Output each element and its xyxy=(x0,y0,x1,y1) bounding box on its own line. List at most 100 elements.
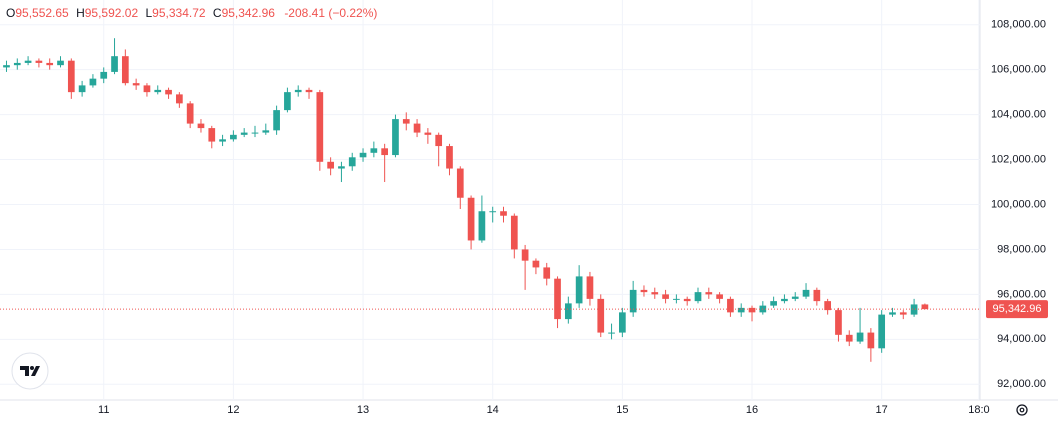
y-tick-label: 102,000.00 xyxy=(991,153,1046,165)
candle-body xyxy=(176,94,183,104)
candle-body xyxy=(835,310,842,335)
x-tick-label: 14 xyxy=(487,404,499,416)
candles xyxy=(3,38,929,362)
candle-body xyxy=(867,332,875,349)
candle-body xyxy=(392,119,399,156)
y-tick-label: 96,000.00 xyxy=(997,288,1046,300)
close-value: 95,342.96 xyxy=(222,6,276,20)
candle-body xyxy=(111,56,118,72)
candle-body xyxy=(554,278,561,320)
ohlc-header: O95,552.65 H95,592.02 L95,334.72 C95,342… xyxy=(6,6,377,20)
candle-body xyxy=(856,332,864,342)
candle-body xyxy=(683,298,691,302)
candle-body xyxy=(456,168,464,198)
candle-body xyxy=(521,249,529,261)
high-value: 95,592.02 xyxy=(85,6,139,20)
y-tick-label: 98,000.00 xyxy=(997,243,1046,255)
candle-body xyxy=(284,92,291,111)
candle-body xyxy=(348,157,356,167)
last-price-box xyxy=(986,300,1048,319)
candle-body xyxy=(78,85,86,93)
candle-body xyxy=(716,294,723,299)
candle-body xyxy=(424,132,432,135)
candle-body xyxy=(154,89,162,93)
candle-body xyxy=(889,312,896,315)
candle-body xyxy=(186,103,194,124)
x-tick-label: 17 xyxy=(876,404,888,416)
candle-body xyxy=(673,298,680,300)
candle-body xyxy=(251,132,259,134)
candle-body xyxy=(208,128,216,142)
x-tick-label: 11 xyxy=(98,404,109,416)
candle-body xyxy=(338,166,345,169)
candle-body xyxy=(446,146,453,169)
candle-body xyxy=(359,152,367,158)
y-tick-label: 104,000.00 xyxy=(991,109,1046,121)
change: -208.41 (−0.22%) xyxy=(284,6,377,20)
candle-body xyxy=(737,307,745,313)
candle-body xyxy=(381,148,389,156)
candle-body xyxy=(619,312,626,333)
candle-body xyxy=(727,298,734,313)
candle-body xyxy=(791,296,799,299)
candle-body xyxy=(921,304,929,310)
candle-body xyxy=(770,301,777,306)
tradingview-logo[interactable] xyxy=(11,352,49,390)
candle-body xyxy=(294,89,302,93)
candle-body xyxy=(3,65,10,68)
candle-body xyxy=(489,211,497,213)
candle-body xyxy=(262,130,270,133)
candle-body xyxy=(910,304,918,315)
candle-body xyxy=(273,110,280,131)
candle-body xyxy=(586,276,594,299)
candle-body xyxy=(67,60,75,93)
low-value: 95,334.72 xyxy=(152,6,206,20)
candle-body xyxy=(845,334,853,342)
y-tick-label: 106,000.00 xyxy=(991,64,1046,76)
candle-body xyxy=(813,289,821,302)
x-tick-label: 16 xyxy=(746,404,758,416)
candle-body xyxy=(662,294,669,299)
candle-body xyxy=(132,83,140,86)
candle-body xyxy=(629,289,637,313)
candle-body xyxy=(802,289,810,297)
candle-body xyxy=(532,260,540,268)
settings-icon[interactable] xyxy=(1016,404,1028,416)
candle-body xyxy=(327,161,334,169)
candle-body xyxy=(165,89,172,95)
close-label: C xyxy=(213,6,222,20)
grid xyxy=(0,0,980,400)
y-tick-label: 100,000.00 xyxy=(991,198,1046,210)
candle-body xyxy=(100,71,108,79)
candle-body xyxy=(781,298,788,302)
candle-body xyxy=(305,89,313,93)
candle-body xyxy=(640,289,648,293)
open-value: 95,552.65 xyxy=(15,6,69,20)
candle-body xyxy=(500,211,507,216)
candle-body xyxy=(143,85,151,93)
candle-body xyxy=(899,312,907,315)
candle-body xyxy=(46,62,54,66)
candle-body xyxy=(748,307,756,313)
candle-body xyxy=(467,197,475,241)
candle-body xyxy=(89,78,97,86)
y-tick-label: 92,000.00 xyxy=(997,378,1046,390)
candle-body xyxy=(402,119,410,124)
candle-body xyxy=(121,56,129,84)
candle-body xyxy=(316,92,324,162)
candle-body xyxy=(608,332,615,334)
candle-body xyxy=(705,292,713,295)
candle-body xyxy=(13,62,21,66)
candle-body xyxy=(478,211,486,241)
candle-body xyxy=(878,314,886,349)
candle-body xyxy=(651,292,659,295)
candle-body xyxy=(564,303,572,320)
candle-body xyxy=(694,292,702,302)
candle-body xyxy=(35,60,43,63)
candle-body xyxy=(597,298,605,333)
candle-body xyxy=(575,276,583,304)
candle-body xyxy=(219,139,226,142)
candle-body xyxy=(370,148,378,153)
